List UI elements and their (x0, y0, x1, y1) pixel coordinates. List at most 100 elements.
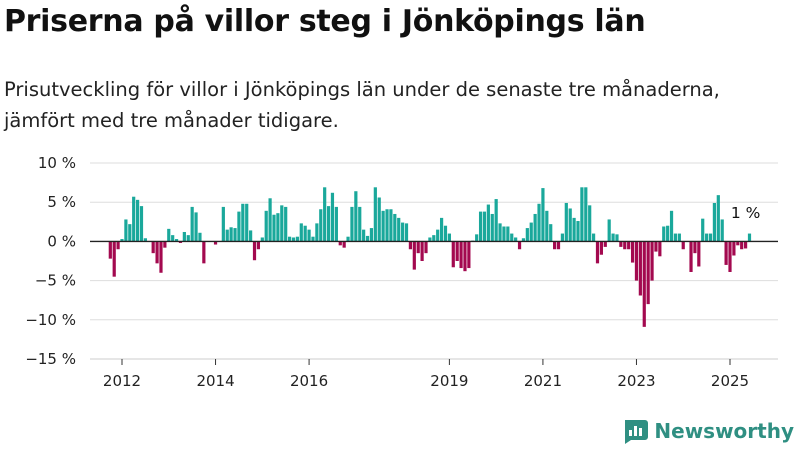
bar (517, 241, 522, 250)
bar (213, 241, 218, 245)
bar (408, 241, 413, 250)
bar (237, 211, 241, 242)
bar (135, 199, 140, 242)
bar (280, 205, 284, 242)
bar (143, 238, 147, 242)
bar (478, 211, 483, 242)
bar (697, 241, 701, 267)
bar (650, 241, 654, 281)
x-tick-label: 2019 (430, 372, 468, 390)
bar (720, 219, 724, 242)
brand-name: Newsworthy (654, 419, 794, 443)
bar (506, 226, 510, 242)
bar (284, 206, 288, 242)
x-tick-label: 2014 (196, 372, 234, 390)
bar (642, 241, 646, 327)
bar (623, 241, 627, 250)
bar (155, 241, 159, 264)
bar (334, 206, 338, 242)
y-tick-label: −10 % (25, 311, 76, 329)
bar (607, 219, 611, 242)
bar (424, 241, 428, 254)
bar (108, 241, 112, 259)
bar (389, 209, 393, 242)
bar (459, 241, 463, 269)
bar (451, 241, 455, 268)
bar (681, 241, 685, 250)
bar (221, 206, 225, 242)
bar (439, 217, 444, 242)
bar (323, 187, 327, 242)
bar (743, 241, 748, 249)
bar (190, 206, 194, 242)
annotations: 1 % (731, 204, 761, 222)
brand[interactable]: Newsworthy (622, 418, 794, 444)
bar (342, 241, 346, 248)
bar (580, 187, 584, 242)
bar (291, 237, 296, 242)
bar (521, 238, 526, 242)
bar (494, 199, 498, 242)
bar (525, 228, 529, 242)
bar (393, 213, 397, 242)
bar (638, 241, 642, 296)
bar (229, 227, 233, 242)
bar (319, 209, 323, 242)
bar (564, 202, 568, 242)
bar (373, 187, 377, 242)
bar (689, 241, 693, 272)
bar (264, 210, 268, 242)
x-tick-label: 2025 (711, 372, 749, 390)
bar (436, 229, 440, 242)
bar (412, 241, 416, 270)
bar (397, 217, 401, 242)
grid-lines (90, 162, 778, 360)
bar (330, 192, 335, 242)
latest-value-annotation: 1 % (731, 204, 761, 222)
bar (163, 241, 167, 248)
bar (529, 222, 533, 242)
bar (673, 233, 678, 242)
bar (151, 241, 155, 254)
bar (568, 208, 572, 242)
bar (272, 214, 276, 242)
bar (553, 241, 557, 250)
bar (365, 235, 370, 242)
bar (486, 204, 490, 242)
bar (537, 203, 541, 242)
bar (420, 241, 424, 261)
bar (455, 241, 459, 261)
bar (560, 233, 565, 242)
bar (588, 205, 592, 242)
bar (627, 241, 631, 250)
bar (693, 241, 697, 254)
bar (541, 188, 545, 242)
bar (599, 241, 603, 255)
bar (252, 241, 257, 261)
bar (619, 241, 623, 247)
bar (716, 195, 720, 242)
bar (167, 228, 171, 242)
bar (120, 239, 124, 242)
bar (416, 241, 420, 254)
bar (482, 211, 487, 242)
bar (662, 226, 666, 242)
bar (311, 236, 315, 242)
x-tick-label: 2023 (617, 372, 655, 390)
bar (295, 236, 299, 242)
bar (475, 234, 479, 242)
newsworthy-logo-icon (625, 420, 649, 444)
bar (595, 241, 600, 264)
bar (132, 196, 136, 242)
bar (669, 210, 674, 242)
bar (128, 224, 132, 242)
y-tick-label: 0 % (47, 232, 76, 250)
bar (447, 233, 451, 242)
bar (611, 233, 615, 242)
bar (233, 228, 237, 242)
bar (299, 223, 303, 242)
bar (634, 241, 639, 281)
bar (556, 241, 561, 250)
bar (307, 229, 311, 242)
